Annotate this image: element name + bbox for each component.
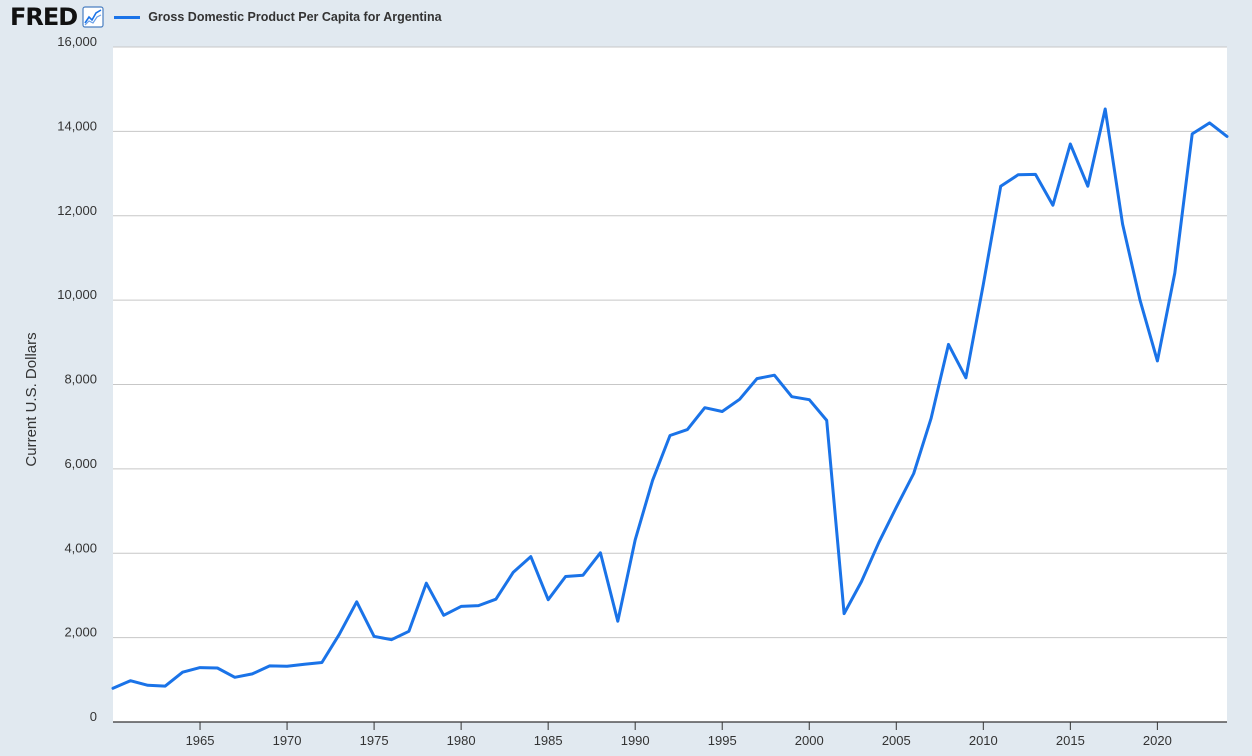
x-tick-label: 2015 — [1056, 733, 1085, 748]
y-tick-label: 4,000 — [64, 540, 97, 555]
y-tick-label: 8,000 — [64, 372, 97, 387]
x-tick-label: 1970 — [273, 733, 302, 748]
y-axis-title: Current U.S. Dollars — [23, 332, 40, 466]
legend-label: Gross Domestic Product Per Capita for Ar… — [148, 10, 442, 24]
y-axis-ticks: 0 2,000 4,000 6,000 8,000 10,000 12,000 14,000 1… — [57, 34, 97, 724]
legend: Gross Domestic Product Per Capita for Ar… — [114, 10, 442, 24]
x-tick-label: 1990 — [621, 733, 650, 748]
x-tick-label: 2000 — [795, 733, 824, 748]
grid-lines — [113, 46, 1227, 723]
legend-swatch — [114, 15, 141, 19]
series-line[interactable] — [111, 107, 1229, 690]
y-tick-label: 16,000 — [57, 34, 97, 49]
y-tick-label: 2,000 — [64, 625, 97, 640]
series-layer — [111, 107, 1229, 690]
x-tick-label: 1965 — [186, 733, 215, 748]
x-tick-label: 2005 — [882, 733, 911, 748]
fred-logo[interactable]: FRED — [10, 3, 78, 31]
x-tick-label: 1985 — [534, 733, 563, 748]
x-tick-label: 1995 — [708, 733, 737, 748]
x-tick-label: 1975 — [360, 733, 389, 748]
x-tick-label: 1980 — [447, 733, 476, 748]
y-tick-label: 10,000 — [57, 287, 97, 302]
line-chart-icon — [82, 6, 104, 28]
y-tick-label: 12,000 — [57, 203, 97, 218]
chart-header: FRED Gross Domestic Product Per Capita f… — [10, 4, 442, 30]
x-tick-label: 2010 — [969, 733, 998, 748]
y-tick-label: 14,000 — [57, 118, 97, 133]
x-tick-label: 2020 — [1143, 733, 1172, 748]
x-axis-ticks: 1965 1970 1975 1980 1985 1990 1995 2000 2005 2010… — [186, 722, 1172, 748]
y-tick-label: 0 — [90, 709, 97, 724]
y-tick-label: 6,000 — [64, 456, 97, 471]
